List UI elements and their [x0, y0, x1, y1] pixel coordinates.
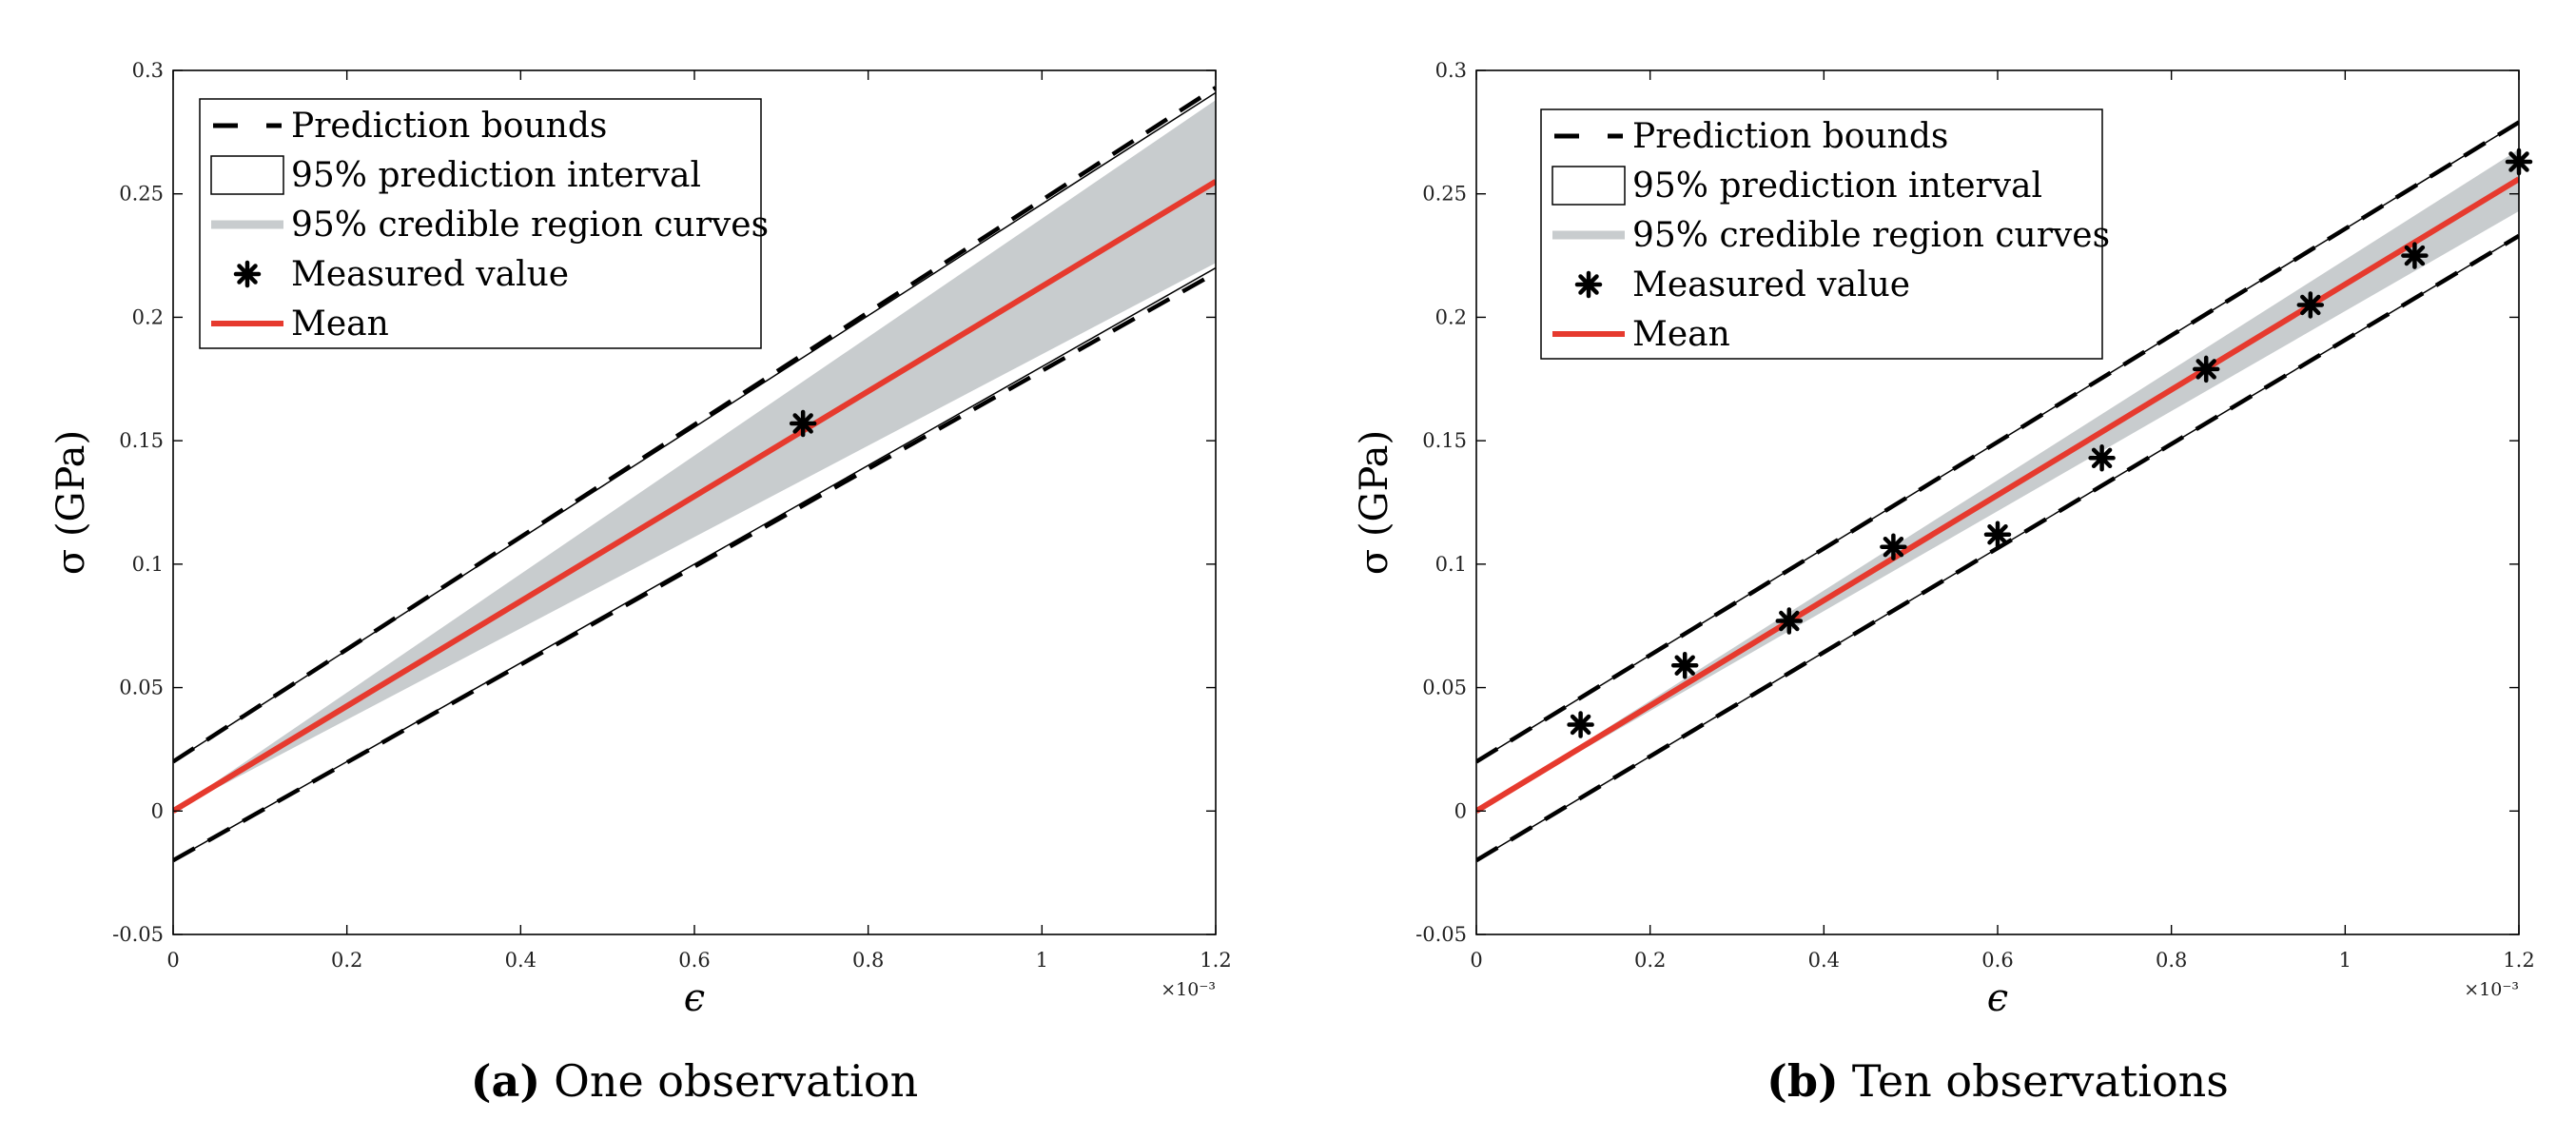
legend-label: Measured value — [1632, 265, 1910, 305]
x-axis-title: ϵ — [1987, 976, 2008, 1020]
measured-value-marker-stroke — [2404, 245, 2426, 266]
y-tick-label: 0.05 — [1422, 677, 1467, 699]
caption-label: (a) — [471, 1055, 540, 1107]
legend-label: 95% credible region curves — [1632, 216, 2110, 255]
measured-value-marker — [2192, 355, 2220, 383]
x-tick-label: 1 — [2339, 949, 2352, 972]
x-tick-label: 1.2 — [2503, 949, 2534, 972]
measured-value-marker — [2088, 444, 2116, 472]
subfigure-caption: (a) One observation — [471, 1055, 918, 1107]
legend-label: Prediction bounds — [1632, 117, 1948, 156]
measured-value-marker — [1670, 651, 1699, 679]
legend-label: Measured value — [291, 255, 569, 294]
y-axis-title: σ (GPa) — [49, 430, 93, 575]
y-tick-label: 0.15 — [1422, 429, 1467, 452]
y-tick-label: 0.25 — [1422, 183, 1467, 206]
measured-value-marker — [2296, 291, 2325, 319]
measured-value-marker-stroke — [2091, 447, 2113, 469]
measured-value-marker — [2401, 242, 2429, 269]
caption-text: Ten observations — [1852, 1055, 2229, 1107]
legend-symbol-measured-value-stroke — [1578, 274, 1599, 295]
y-tick-label: 0.1 — [1435, 553, 1467, 576]
subfigure-caption: (b) Ten observations — [1766, 1055, 2229, 1107]
legend-symbol-prediction-interval — [1551, 166, 1626, 206]
legend-label: 95% prediction interval — [1632, 167, 2042, 206]
measured-value-marker — [1983, 521, 2012, 548]
plot-area — [1476, 120, 2519, 863]
x-tick-label: 0.4 — [505, 949, 537, 972]
x-tick-label: 0.8 — [852, 949, 884, 972]
y-tick-label: 0.3 — [132, 59, 164, 82]
measured-value-marker — [1880, 533, 1907, 560]
x-tick-label: 1 — [1036, 949, 1048, 972]
measured-value-marker-stroke — [2300, 294, 2321, 316]
measured-value-marker-stroke — [1883, 536, 1904, 558]
legend-box — [1540, 108, 2103, 360]
x-tick-label: 0.2 — [331, 949, 362, 972]
measured-value-marker — [789, 409, 817, 438]
y-tick-label: 0.05 — [119, 677, 164, 699]
prediction-bound-upper — [1476, 120, 2519, 764]
mean-line — [1476, 176, 2519, 814]
measured-value-marker-stroke — [2195, 359, 2216, 380]
legend-label: Mean — [291, 305, 389, 344]
legend-symbol-measured-value — [233, 260, 262, 288]
legend-symbol-prediction-interval — [210, 155, 284, 195]
y-tick-label: 0.25 — [119, 183, 164, 206]
credible-region-band — [173, 100, 1216, 812]
legend-symbol-measured-value — [1574, 270, 1603, 299]
prediction-bound-upper — [173, 86, 1216, 764]
y-tick-label: 0.1 — [132, 553, 164, 576]
x-tick-label: 0 — [166, 949, 179, 972]
y-tick-label: -0.05 — [1415, 923, 1467, 946]
legend: Prediction bounds 95% prediction interval… — [1540, 108, 2110, 360]
legend-symbol-measured-value-stroke — [237, 264, 258, 285]
mean-line — [173, 179, 1216, 814]
legend-label: Mean — [1632, 315, 1730, 354]
x-tick-label: 0.6 — [1981, 949, 2013, 972]
x-exponent-label: ×10⁻³ — [1161, 979, 1216, 1000]
y-tick-label: 0 — [1454, 799, 1467, 822]
x-tick-label: 0.6 — [678, 949, 710, 972]
x-axis-title: ϵ — [684, 976, 705, 1020]
legend: Prediction bounds 95% prediction interval… — [199, 98, 769, 349]
legend-label: Prediction bounds — [291, 107, 607, 146]
y-tick-label: 0.2 — [1435, 305, 1467, 328]
y-tick-label: 0.3 — [1435, 59, 1467, 82]
legend-label: 95% credible region curves — [291, 206, 769, 245]
measured-value-marker-stroke — [792, 413, 813, 434]
caption-text: One observation — [554, 1055, 918, 1107]
credible-region-band — [1476, 149, 2519, 812]
y-tick-label: 0.2 — [132, 305, 164, 328]
measured-value-marker-stroke — [1570, 714, 1591, 736]
y-tick-label: 0.15 — [119, 429, 164, 452]
measured-value-marker — [1775, 607, 1804, 635]
x-tick-label: 0.8 — [2156, 949, 2187, 972]
x-tick-label: 0.4 — [1808, 949, 1840, 972]
measured-value-marker-stroke — [1779, 610, 1800, 632]
y-tick-label: -0.05 — [112, 923, 164, 946]
x-tick-label: 1.2 — [1200, 949, 1231, 972]
x-exponent-label: ×10⁻³ — [2464, 979, 2519, 1000]
x-tick-label: 0.2 — [1634, 949, 1666, 972]
measured-value-marker-stroke — [1674, 655, 1695, 676]
y-tick-label: 0 — [151, 799, 164, 822]
prediction-bound-lower — [1476, 233, 2519, 863]
prediction-bound-lower — [173, 270, 1216, 863]
caption-label: (b) — [1766, 1055, 1839, 1107]
measured-value-marker-stroke — [1987, 523, 2008, 545]
plot-area — [173, 86, 1216, 863]
legend-label: 95% prediction interval — [291, 156, 701, 195]
legend-box — [199, 98, 762, 349]
y-axis-title: σ (GPa) — [1353, 430, 1396, 575]
measured-value-marker — [1567, 711, 1594, 738]
x-tick-label: 0 — [1470, 949, 1482, 972]
